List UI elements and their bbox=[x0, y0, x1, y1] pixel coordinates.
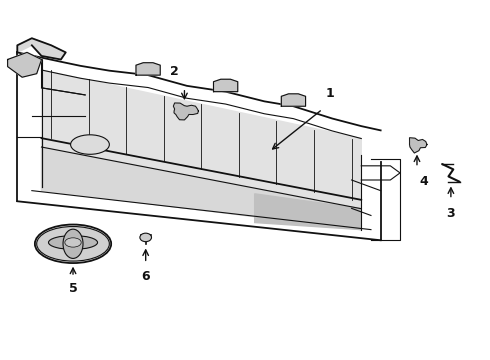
Polygon shape bbox=[410, 138, 427, 153]
Text: 2: 2 bbox=[171, 65, 179, 78]
Polygon shape bbox=[42, 147, 361, 230]
Ellipse shape bbox=[35, 225, 111, 263]
Text: 3: 3 bbox=[446, 207, 455, 220]
Text: 6: 6 bbox=[142, 270, 150, 283]
Ellipse shape bbox=[71, 135, 109, 154]
Polygon shape bbox=[8, 53, 42, 77]
Text: 5: 5 bbox=[69, 282, 77, 295]
Polygon shape bbox=[136, 63, 160, 75]
Text: 1: 1 bbox=[325, 87, 334, 100]
Polygon shape bbox=[255, 194, 361, 230]
Polygon shape bbox=[17, 38, 66, 59]
Polygon shape bbox=[214, 79, 238, 92]
Polygon shape bbox=[42, 70, 361, 230]
Circle shape bbox=[140, 233, 151, 242]
Ellipse shape bbox=[49, 235, 98, 249]
Ellipse shape bbox=[37, 226, 109, 261]
Text: 4: 4 bbox=[420, 175, 429, 188]
Polygon shape bbox=[173, 103, 198, 120]
Ellipse shape bbox=[65, 238, 81, 247]
Ellipse shape bbox=[63, 229, 83, 258]
Polygon shape bbox=[281, 94, 306, 106]
